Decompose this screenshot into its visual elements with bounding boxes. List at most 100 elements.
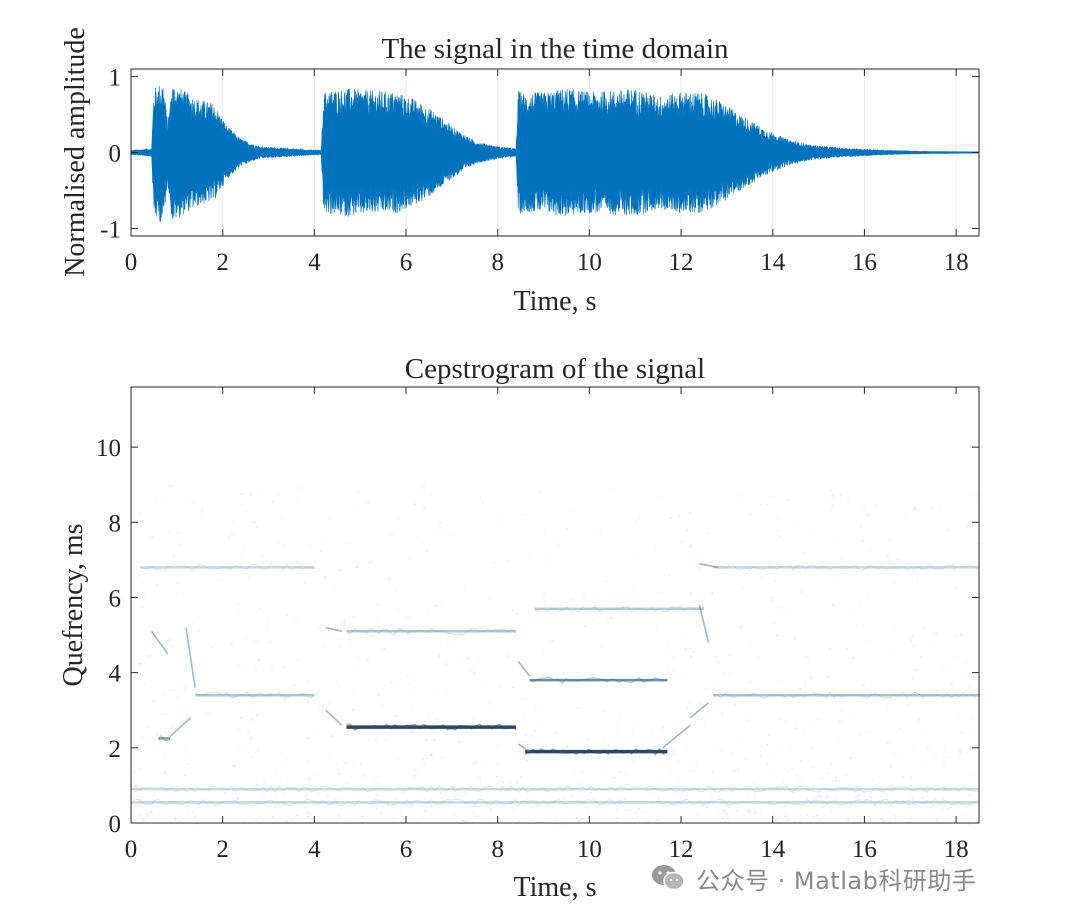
- cepstrogram-speckle: [921, 791, 924, 794]
- cepstrogram-speckle: [930, 508, 933, 510]
- cepstrogram-title: Cepstrogram of the signal: [405, 353, 705, 385]
- cepstrogram-speckle: [318, 627, 321, 629]
- time-domain-xtick-label: 4: [308, 249, 321, 276]
- cepstrogram-speckle: [211, 646, 213, 648]
- cepstrogram-speckle: [149, 811, 152, 813]
- cepstrogram-speckle: [509, 782, 511, 784]
- cepstrogram-speckle: [497, 763, 500, 765]
- cepstrogram-speckle: [315, 811, 318, 813]
- cepstrogram-speckle: [255, 668, 257, 671]
- cepstrogram-axes-box: [130, 386, 980, 824]
- cepstrogram-speckle: [153, 794, 155, 796]
- time-domain-title: The signal in the time domain: [381, 33, 729, 65]
- cepstrogram-speckle: [268, 619, 270, 621]
- cepstrogram-speckle: [434, 605, 437, 607]
- cepstrogram-speckle: [139, 767, 142, 770]
- cepstrogram-speckle: [844, 572, 847, 574]
- cepstrogram-speckle: [430, 495, 433, 497]
- cepstrogram-speckle: [498, 683, 501, 686]
- cepstrogram-speckle: [809, 687, 812, 690]
- cepstrogram-speckle: [249, 494, 252, 496]
- cepstrogram-speckle: [937, 507, 940, 509]
- time-domain-xtick-label: 12: [669, 249, 694, 276]
- cepstrogram-speckle: [468, 669, 471, 671]
- cepstrogram-speckle: [542, 649, 545, 651]
- cepstrogram-speckle: [880, 818, 883, 820]
- cepstrogram-xtick-label: 12: [669, 836, 694, 863]
- cepstrogram-speckle: [733, 770, 736, 772]
- cepstrogram-speckle: [695, 814, 698, 816]
- cepstrogram-speckle: [399, 811, 402, 814]
- cepstrogram-speckle: [569, 598, 572, 600]
- cepstrogram-speckle: [612, 488, 615, 490]
- cepstrogram-speckle: [464, 586, 467, 589]
- cepstrogram-speckle: [175, 818, 177, 821]
- cepstrogram-speckle: [139, 662, 141, 665]
- cepstrogram-speckle: [271, 668, 274, 670]
- cepstrogram-speckle: [759, 754, 762, 757]
- cepstrogram-speckle: [615, 817, 618, 819]
- cepstrogram-speckle: [613, 776, 616, 779]
- time-domain-ytick-label: -1: [100, 216, 121, 243]
- cepstrogram-speckle: [201, 815, 204, 817]
- cepstrogram-speckle: [701, 714, 704, 716]
- cepstrogram-speckle: [731, 811, 734, 813]
- cepstrogram-speckle: [794, 637, 796, 640]
- cepstrogram-speckle: [626, 773, 628, 775]
- cepstrogram-speckle: [647, 821, 650, 823]
- cepstrogram-speckle: [679, 677, 681, 679]
- cepstrogram-speckle: [846, 648, 849, 650]
- cepstrogram-speckle: [711, 771, 714, 773]
- cepstrogram-glide: [325, 626, 343, 633]
- cepstrogram-speckle: [375, 740, 378, 742]
- cepstrogram-speckle: [236, 603, 239, 606]
- cepstrogram-xtick-label: 18: [944, 836, 969, 863]
- cepstrogram-speckle: [911, 677, 914, 680]
- cepstrogram-speckle: [227, 690, 230, 692]
- cepstrogram-speckle: [196, 823, 199, 825]
- cepstrogram-speckle: [830, 509, 833, 511]
- cepstrogram-speckle: [371, 635, 373, 637]
- cepstrogram-speckle: [495, 775, 498, 778]
- cepstrogram-speckle: [749, 645, 752, 648]
- cepstrogram-speckle: [817, 718, 820, 721]
- cepstrogram-speckle: [935, 632, 938, 634]
- cepstrogram-track-fuzz: [524, 747, 668, 756]
- cepstrogram-speckle: [852, 611, 855, 614]
- cepstrogram-speckle: [471, 811, 474, 814]
- cepstrogram-speckle: [332, 590, 335, 593]
- cepstrogram-speckle: [775, 634, 778, 637]
- cepstrogram-speckle: [604, 767, 607, 769]
- cepstrogram-speckle: [543, 532, 546, 534]
- cepstrogram-speckle: [583, 624, 586, 627]
- cepstrogram-speckle: [910, 776, 913, 779]
- cepstrogram-speckle: [395, 798, 398, 800]
- cepstrogram-speckle: [377, 694, 380, 696]
- cepstrogram-glide: [517, 660, 531, 677]
- cepstrogram-speckle: [305, 794, 308, 796]
- cepstrogram-speckle: [529, 735, 532, 737]
- cepstrogram-speckle: [913, 746, 916, 749]
- cepstrogram-speckle: [799, 820, 802, 823]
- cepstrogram-speckle: [947, 808, 950, 810]
- cepstrogram-speckle: [418, 490, 421, 492]
- cepstrogram-speckle: [606, 618, 609, 620]
- cepstrogram-speckle: [252, 521, 255, 524]
- cepstrogram-speckle: [412, 679, 415, 681]
- cepstrogram-speckle: [837, 575, 840, 578]
- cepstrogram-speckle: [272, 816, 275, 818]
- cepstrogram-speckle: [774, 818, 777, 821]
- cepstrogram-speckle: [367, 502, 370, 504]
- cepstrogram-speckle: [408, 684, 410, 686]
- cepstrogram-speckle: [862, 684, 865, 686]
- cepstrogram-speckle: [688, 546, 691, 548]
- cepstrogram-speckle: [949, 669, 951, 672]
- cepstrogram-speckle: [581, 771, 584, 773]
- cepstrogram-speckle: [776, 635, 779, 637]
- cepstrogram-speckle: [362, 775, 365, 777]
- cepstrogram-speckle: [467, 657, 470, 660]
- cepstrogram-speckle: [845, 774, 848, 777]
- cepstrogram-speckle: [634, 812, 637, 814]
- cepstrogram-speckle: [816, 814, 819, 817]
- cepstrogram-speckle: [176, 532, 179, 535]
